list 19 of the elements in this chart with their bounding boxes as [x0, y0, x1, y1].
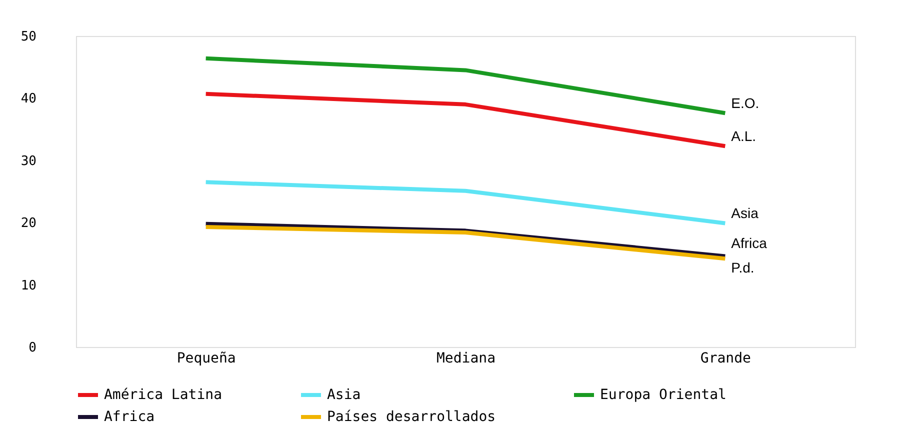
annotation: Africa	[731, 235, 768, 252]
y-tick-label: 40	[20, 92, 36, 107]
x-tick-label: Grande	[700, 350, 751, 366]
x-tick-label: Pequeña	[176, 350, 236, 366]
y-tick-label: 10	[20, 278, 36, 294]
legend-label: Asia	[327, 387, 361, 403]
y-tick-label: 50	[20, 30, 36, 44]
annotation: P.d.	[731, 260, 754, 276]
x-tick-label: Mediana	[436, 350, 496, 366]
legend-label: Europa Oriental	[600, 387, 726, 403]
y-tick-label: 0	[28, 340, 36, 356]
legend-label: Países desarrollados	[327, 409, 496, 425]
y-tick-label: 30	[20, 154, 36, 169]
legend-label: América Latina	[104, 387, 222, 403]
legend-label: Africa	[104, 409, 155, 425]
annotation: Asia	[731, 205, 759, 222]
y-tick-label: 20	[20, 216, 36, 232]
annotation: A.L.	[731, 128, 756, 144]
annotation: E.O.	[731, 95, 760, 112]
